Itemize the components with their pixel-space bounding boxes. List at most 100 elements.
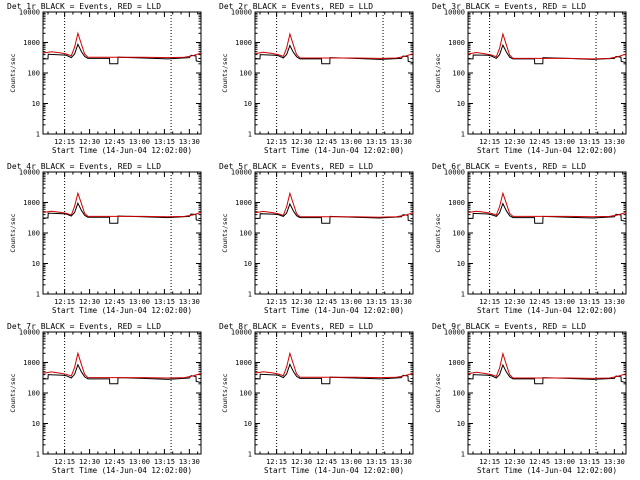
chart-1-xlabel: Start Time (14-Jun-04 12:02:00) [52,146,192,155]
chart-7-ytick-label: 1000 [23,359,40,367]
chart-1-ytick-label: 10000 [19,9,40,17]
chart-5-xtick-label: 12:30 [291,298,312,306]
chart-2-xlabel: Start Time (14-Jun-04 12:02:00) [264,146,404,155]
chart-8-xtick-label: 12:30 [291,458,312,466]
chart-9-ytick-label: 1000 [448,359,465,367]
chart-6-xtick-label: 13:15 [579,298,600,306]
chart-3-xtick-label: 13:00 [554,138,575,146]
chart-3-plot-frame [467,11,627,135]
chart-2-ytick-label: 10000 [231,9,252,17]
chart-6-title: Det 6r BLACK = Events, RED = LLD [432,162,586,171]
chart-8-ytick-label: 1 [248,451,252,459]
chart-3-xtick-label: 12:45 [529,138,550,146]
chart-3-ytick-label: 10000 [444,9,465,17]
chart-6-series-lld [467,191,627,218]
chart-4-xtick-label: 13:30 [179,298,200,306]
chart-8-xtick-label: 12:15 [266,458,287,466]
chart-7-plot-frame [42,331,202,455]
chart-3-ytick-label: 10 [457,100,465,108]
chart-5-panel: 1 10 100 1000 10000 12:15 12:30 12:45 13:00 13:15… [219,162,414,315]
chart-3-xtick-label: 12:30 [504,138,525,146]
chart-6-plot-frame [467,171,627,295]
chart-6-ytick-label: 1 [461,291,465,299]
chart-2-xtick-label: 12:15 [266,138,287,146]
chart-3-ytick-label: 1000 [448,39,465,47]
chart-3-series-lld [467,32,627,60]
chart-7-series-lld [42,351,202,379]
chart-2-ylabel: Counts/sec [221,53,229,92]
chart-3-title: Det 3r BLACK = Events, RED = LLD [432,2,586,11]
chart-9-plot-frame [467,331,627,455]
chart-4-panel: 1 10 100 1000 10000 12:15 12:30 12:45 13:00 13:15… [7,162,202,315]
chart-8-xlabel: Start Time (14-Jun-04 12:02:00) [264,466,404,475]
chart-9-ytick-label: 100 [452,390,465,398]
chart-3-series-events [468,43,627,65]
chart-6-xlabel: Start Time (14-Jun-04 12:02:00) [477,306,617,315]
chart-1-xtick-label: 13:00 [129,138,150,146]
chart-8-xtick-label: 13:00 [341,458,362,466]
chart-4-ytick-label: 10 [32,260,40,268]
chart-2-series-lld [254,32,414,59]
chart-1-ytick-label: 1 [36,131,40,139]
chart-2-title: Det 2r BLACK = Events, RED = LLD [219,2,373,11]
chart-8-ytick-label: 100 [239,390,252,398]
chart-8-panel: 1 10 100 1000 10000 12:15 12:30 12:45 13:00 13:15… [219,322,414,475]
chart-6-xtick-label: 12:15 [479,298,500,306]
chart-3-ylabel: Counts/sec [434,53,442,92]
chart-3-ytick-label: 100 [452,70,465,78]
chart-2-ytick-label: 100 [239,70,252,78]
chart-6-ytick-label: 1000 [448,199,465,207]
chart-5-xtick-label: 13:00 [341,298,362,306]
chart-1-xtick-label: 12:45 [104,138,125,146]
chart-6-ytick-label: 10 [457,260,465,268]
chart-5-ytick-label: 1000 [235,199,252,207]
chart-4-xtick-label: 12:15 [54,298,75,306]
chart-1-ytick-label: 100 [27,70,40,78]
chart-5-ylabel: Counts/sec [221,213,229,252]
chart-7-ytick-label: 100 [27,390,40,398]
chart-5-ytick-label: 10000 [231,169,252,177]
chart-7-ytick-label: 10000 [19,329,40,337]
chart-7-xtick-label: 12:30 [79,458,100,466]
chart-5-xlabel: Start Time (14-Jun-04 12:02:00) [264,306,404,315]
chart-2-xtick-label: 12:45 [316,138,337,146]
chart-7-xtick-label: 12:45 [104,458,125,466]
chart-6-ytick-label: 100 [452,230,465,238]
chart-1-xtick-label: 12:15 [54,138,75,146]
chart-7-xlabel: Start Time (14-Jun-04 12:02:00) [52,466,192,475]
chart-9-xtick-label: 12:45 [529,458,550,466]
chart-8-series-events [255,362,414,385]
chart-7-xtick-label: 13:30 [179,458,200,466]
chart-4-xtick-label: 13:00 [129,298,150,306]
chart-4-ytick-label: 100 [27,230,40,238]
chart-9-xtick-label: 13:00 [554,458,575,466]
chart-5-ytick-label: 1 [248,291,252,299]
chart-8-title: Det 8r BLACK = Events, RED = LLD [219,322,373,331]
chart-2-plot-frame [254,11,414,135]
chart-8-ytick-label: 10000 [231,329,252,337]
chart-4-title: Det 4r BLACK = Events, RED = LLD [7,162,161,171]
chart-7-ytick-label: 1 [36,451,40,459]
chart-4-ytick-label: 1 [36,291,40,299]
chart-6-ytick-label: 10000 [444,169,465,177]
chart-8-plot-frame [254,331,414,455]
chart-5-xtick-label: 12:45 [316,298,337,306]
chart-2-ytick-label: 10 [244,100,252,108]
chart-4-ytick-label: 10000 [19,169,40,177]
chart-9-xtick-label: 13:15 [579,458,600,466]
chart-1-xtick-label: 13:30 [179,138,200,146]
chart-9-ylabel: Counts/sec [434,373,442,412]
chart-9-xtick-label: 12:30 [504,458,525,466]
chart-8-xtick-label: 13:30 [391,458,412,466]
chart-9-xtick-label: 12:15 [479,458,500,466]
chart-5-ytick-label: 10 [244,260,252,268]
chart-6-xtick-label: 12:45 [529,298,550,306]
chart-4-xlabel: Start Time (14-Jun-04 12:02:00) [52,306,192,315]
chart-7-title: Det 7r BLACK = Events, RED = LLD [7,322,161,331]
chart-4-ytick-label: 1000 [23,199,40,207]
chart-4-xtick-label: 12:45 [104,298,125,306]
chart-1-series-events [43,42,202,65]
chart-7-panel: 1 10 100 1000 10000 12:15 12:30 12:45 13:00 13:15… [7,322,202,475]
chart-8-ytick-label: 10 [244,420,252,428]
